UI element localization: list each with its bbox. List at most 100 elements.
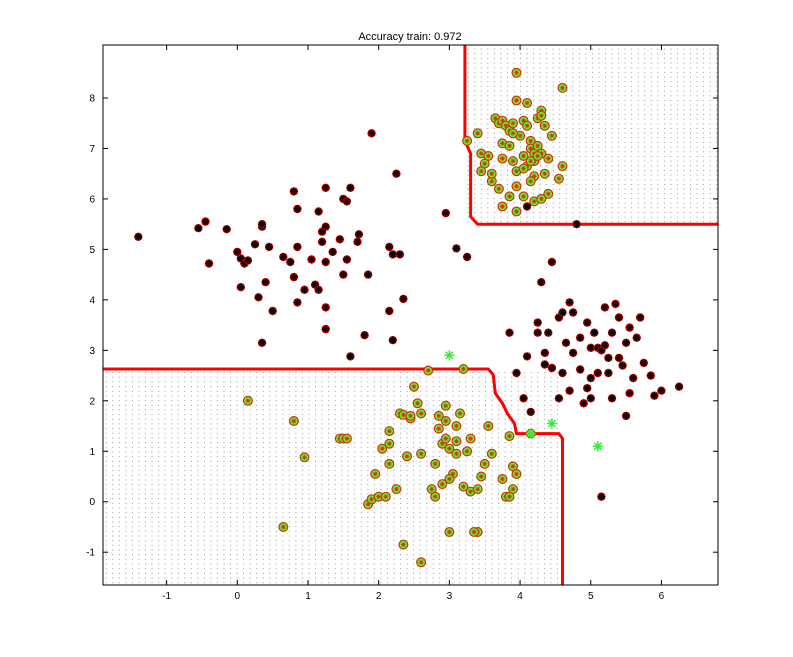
chart-title: Accuracy train: 0.972 [358,31,461,43]
data-point-class-b [536,110,547,121]
data-point-class-a [335,235,344,244]
data-point-class-a [604,368,613,378]
data-point-class-b [511,95,522,106]
data-point-class-a [650,391,659,400]
data-point-class-a [505,328,514,337]
data-point-class-b [384,458,395,469]
data-point-class-a [604,353,613,363]
data-point-class-a [354,230,364,239]
data-point-class-b [288,416,299,427]
data-point-class-b [444,443,455,454]
data-point-class-b [437,479,448,490]
data-point-class-a [257,220,267,229]
y-tick-label: 5 [89,245,95,256]
x-tick-label: 4 [517,591,523,602]
x-tick-label: 6 [659,591,665,602]
data-point-class-b [543,188,554,199]
data-point-class-b [497,153,508,164]
data-point-class-b [299,452,310,463]
data-point-class-b [504,191,515,202]
data-point-class-a [204,259,214,268]
x-tick-label: -1 [162,591,171,602]
data-point-class-a [385,242,394,252]
data-point-class-b [398,539,409,550]
data-point-class-a [579,399,588,408]
data-point-class-a [346,352,355,361]
data-point-class-b [373,491,384,502]
data-point-class-a [388,250,397,259]
data-point-class-b [472,484,483,495]
data-point-class-b [483,151,494,162]
data-point-class-b [476,166,487,177]
data-point-class-a [629,373,638,383]
data-point-class-a [565,298,574,307]
data-point-class-a [321,303,330,312]
data-point-class-a [646,371,655,380]
decision-boundary [103,45,718,585]
data-point-class-b [472,128,483,139]
data-point-class-a [568,308,578,317]
shaded-region [105,372,558,584]
x-tick-label: 3 [447,591,453,602]
data-point-class-a [441,208,450,218]
data-point-class-a [522,202,532,211]
data-point-class-a [625,389,634,398]
data-point-class-a [611,299,620,309]
data-point-class-a [346,183,355,192]
data-point-class-b [384,438,395,449]
data-point-class-a [547,363,557,373]
data-point-class-a [314,285,323,294]
data-point-class-a [289,187,299,196]
data-point-class-b [458,481,469,492]
data-point-class-b [433,423,444,434]
data-point-class-b [455,408,466,419]
data-point-class-b [458,364,469,375]
y-tick-label: -1 [86,548,95,559]
data-point-class-a [537,278,546,287]
data-point-class-a [586,373,595,383]
data-point-class-a [618,361,627,370]
data-point-class-a [293,204,302,214]
data-point-class-a [339,270,348,279]
data-point-class-a [395,250,405,259]
data-point-class-b [511,206,522,217]
data-point-class-b [444,526,455,537]
data-point-class-a [558,308,567,317]
data-point-class-a [593,368,602,378]
data-point-class-a [621,411,631,421]
data-point-class-b [278,521,289,532]
data-point-class-a [533,328,542,337]
data-point-class-a [568,348,578,358]
data-point-class-b [391,484,402,495]
y-axis: -1 0 1 2 3 4 5 6 7 8 [86,93,718,559]
data-point-class-b [426,484,437,495]
data-point-class-b [508,484,519,495]
data-point-class-b [242,395,253,406]
data-point-class-a [201,217,210,226]
data-point-misclassified [444,350,455,361]
data-point-class-b [370,469,381,480]
data-point-class-a [544,328,553,337]
x-axis: -1 0 1 2 3 4 5 6 [162,45,665,602]
data-point-class-b [518,151,529,162]
data-point-class-a [583,318,592,327]
data-point-class-a [607,394,617,403]
y-tick-label: 2 [89,396,95,407]
data-point-class-b [479,458,490,469]
data-point-class-b [380,491,391,502]
data-point-class-b [486,176,497,187]
data-point-class-b [543,153,554,164]
data-point-class-b [511,67,522,78]
data-point-class-b [508,118,519,129]
data-point-class-b [486,448,497,459]
data-point-class-a [614,313,624,322]
data-point-class-a [321,183,330,192]
data-point-class-b [451,421,462,432]
data-point-class-b [440,400,451,411]
data-point-class-a [583,384,592,393]
data-point-class-b [384,426,395,437]
data-point-class-b [497,474,508,485]
data-point-class-a [321,222,330,231]
data-point-class-a [522,352,532,361]
data-point-class-b [522,120,533,131]
